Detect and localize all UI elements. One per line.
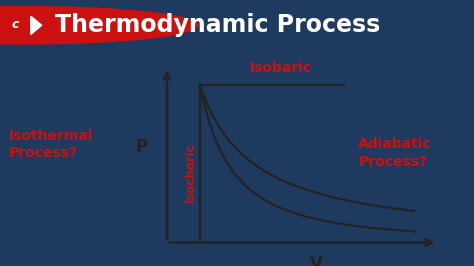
Text: c: c xyxy=(12,18,19,31)
Text: Thermodynamic Process: Thermodynamic Process xyxy=(55,13,380,37)
Text: Isothermal
Process?: Isothermal Process? xyxy=(9,129,93,160)
Text: Adiabatic
Process?: Adiabatic Process? xyxy=(358,137,432,169)
Text: Isobaric: Isobaric xyxy=(250,61,312,74)
Text: V: V xyxy=(310,255,323,266)
Text: Isochoric: Isochoric xyxy=(184,142,197,202)
Circle shape xyxy=(0,7,198,44)
Text: P: P xyxy=(135,138,147,156)
Polygon shape xyxy=(31,16,42,34)
